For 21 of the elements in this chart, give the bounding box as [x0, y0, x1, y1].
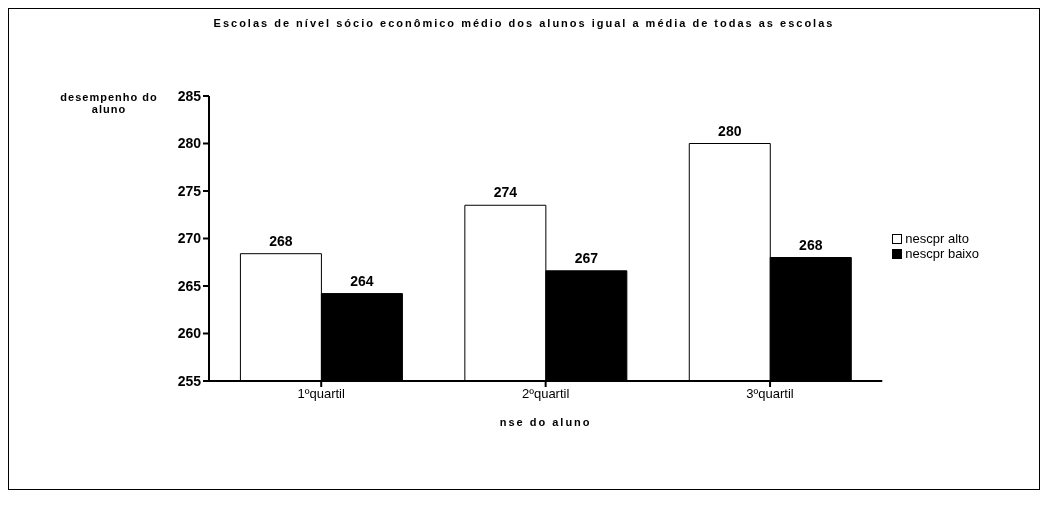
y-tick-label: 270 — [177, 230, 202, 247]
x-axis-title: nse do aluno — [499, 416, 592, 428]
x-tick-label: 2ºquartil — [521, 386, 570, 402]
y-tick-label: 255 — [177, 372, 202, 389]
data-label: 264 — [350, 272, 374, 289]
y-tick-label: 280 — [177, 135, 202, 152]
x-tick-label: 3ºquartil — [746, 386, 794, 402]
y-tick-label: 260 — [177, 325, 202, 342]
data-label: 280 — [718, 122, 742, 139]
legend-label: nescpr alto — [905, 231, 969, 246]
data-label: 268 — [799, 236, 823, 253]
data-label: 274 — [493, 184, 518, 201]
y-tick-label: 265 — [177, 277, 202, 294]
y-axis-title: desempenho do aluno — [59, 91, 159, 115]
y-tick-label: 275 — [177, 182, 202, 199]
y-tick-label: 285 — [177, 87, 202, 104]
legend-label: nescpr baixo — [905, 246, 979, 261]
x-tick-label: 1ºquartil — [297, 386, 346, 402]
data-label: 267 — [574, 249, 599, 266]
chart-title: Escolas de nível sócio econômico médio dos alunos igual a média de todas as escolas — [212, 17, 836, 29]
data-label: 268 — [269, 232, 293, 249]
